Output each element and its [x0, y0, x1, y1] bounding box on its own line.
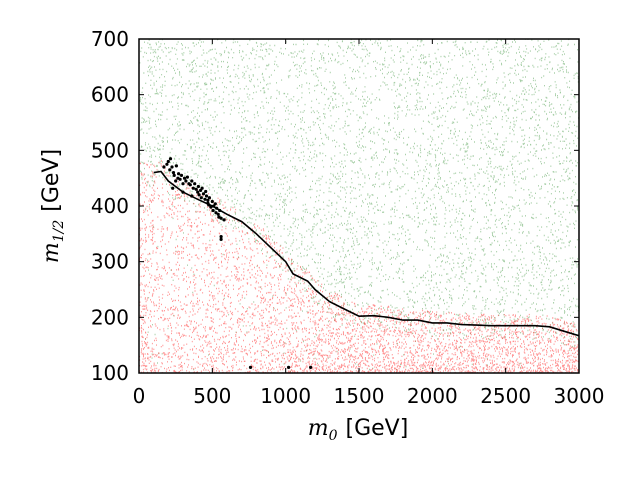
x-tick-label: 2000 [407, 384, 458, 408]
black-point [188, 183, 192, 187]
x-tick-label: 3000 [554, 384, 605, 408]
black-point [206, 198, 210, 202]
black-point [287, 365, 291, 369]
black-point [219, 216, 223, 220]
black-point [181, 182, 185, 186]
black-point [199, 196, 203, 200]
black-point [162, 165, 166, 169]
x-tick-label: 1500 [334, 384, 385, 408]
black-point [194, 187, 198, 191]
black-point [179, 173, 184, 177]
black-point [196, 190, 200, 194]
y-tick-label: 200 [91, 305, 129, 329]
black-point [178, 177, 182, 181]
black-point [215, 206, 219, 210]
black-point [171, 186, 175, 190]
black-point [168, 168, 172, 172]
black-point [213, 202, 217, 206]
black-point [193, 182, 197, 186]
black-point [309, 365, 313, 369]
black-point [174, 164, 178, 168]
black-point [172, 173, 176, 177]
black-point [168, 157, 173, 161]
black-point [219, 235, 223, 239]
black-point [203, 197, 207, 201]
black-point [200, 186, 204, 190]
black-point [206, 201, 210, 205]
x-axis: 0 500 1000 1500 2000 2500 3000 [133, 39, 605, 408]
green-point-cloud [139, 39, 579, 373]
red-point-cloud [139, 160, 579, 373]
plot-area [138, 38, 580, 374]
black-point [204, 189, 208, 194]
black-point [204, 194, 209, 198]
y-tick-label: 700 [91, 27, 129, 51]
black-point [196, 184, 200, 189]
x-tick-label: 1000 [260, 384, 311, 408]
y-tick-label: 100 [91, 361, 129, 385]
boundary-curve-layer [153, 170, 579, 337]
black-point [190, 179, 194, 183]
y-tick-label: 300 [91, 250, 129, 274]
black-point [174, 179, 178, 183]
black-point [190, 194, 194, 198]
black-point [184, 179, 188, 183]
black-point [185, 175, 189, 179]
black-point [210, 199, 214, 204]
black-point [214, 211, 218, 215]
scatter-clouds [139, 39, 579, 373]
x-axis-label: m0 [GeV] [308, 416, 409, 444]
x-tick-label: 0 [133, 384, 146, 408]
y-tick-label: 600 [91, 83, 129, 107]
x-tick-label: 2500 [480, 384, 531, 408]
black-point [207, 196, 211, 200]
black-point [222, 218, 226, 222]
boundary-line [153, 170, 579, 337]
black-point [171, 171, 176, 175]
black-point [166, 159, 170, 164]
black-point [165, 162, 169, 166]
black-point [170, 165, 174, 169]
black-point [209, 205, 213, 209]
black-point [182, 176, 187, 180]
black-point [248, 365, 253, 369]
y-tick-label: 400 [91, 194, 129, 218]
black-point [201, 192, 206, 196]
black-point [218, 208, 222, 213]
black-points-layer [162, 157, 313, 369]
black-point [219, 237, 223, 241]
black-point [181, 190, 185, 194]
black-point [191, 186, 195, 190]
y-tick-label: 500 [91, 138, 129, 162]
black-point [197, 193, 201, 197]
black-point [211, 208, 215, 213]
y-axis-label: m1/2[GeV] [39, 149, 67, 263]
x-tick-label: 500 [193, 384, 231, 408]
black-point [216, 212, 220, 216]
black-point [177, 172, 181, 176]
y-axis: 100 200 300 400 500 600 700 [91, 27, 579, 385]
